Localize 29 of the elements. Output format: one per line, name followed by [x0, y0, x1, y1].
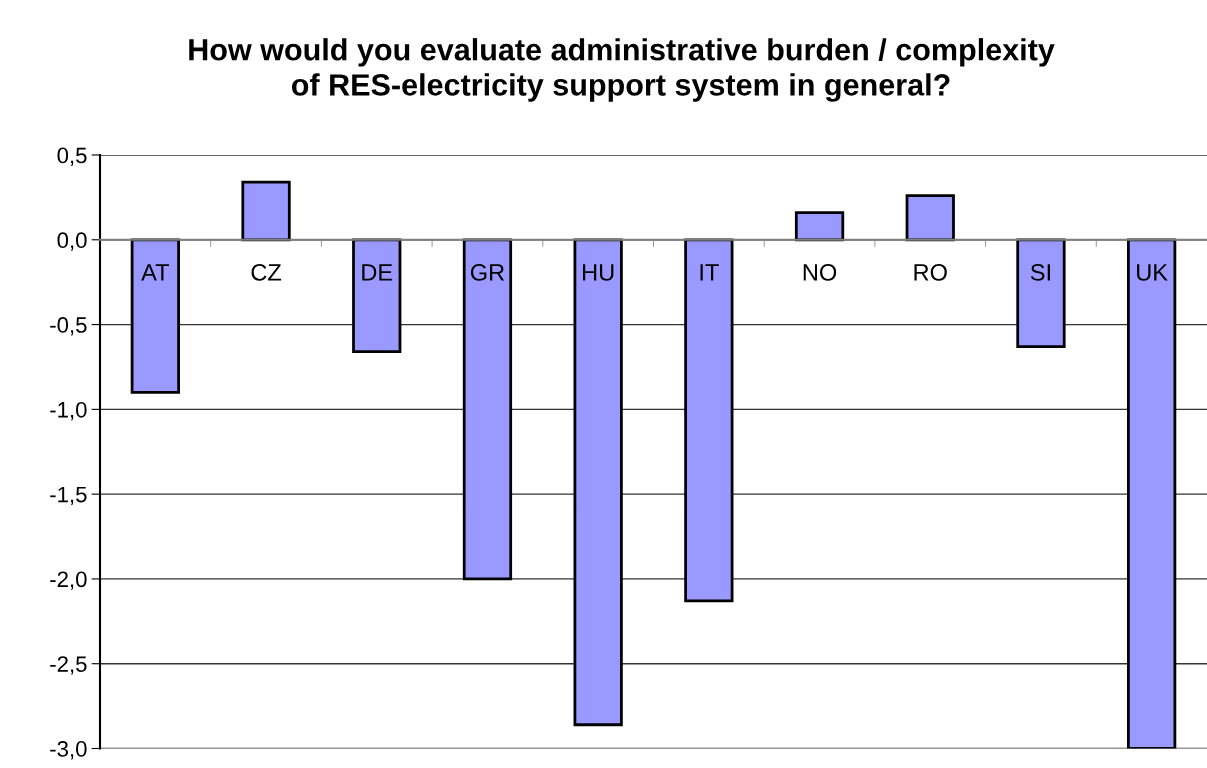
y-tick-label: 0,0: [57, 232, 87, 251]
y-tick-label: -0,5: [50, 317, 87, 336]
bar: [130, 238, 180, 394]
y-tick-label: -1,5: [50, 486, 87, 506]
x-tick-label: AT: [141, 264, 170, 281]
y-tick-label: -3,0: [50, 741, 87, 760]
chart-title: How would you evaluate administrative burden / complexity of RES-electricity support system in general?: [189, 38, 1055, 102]
y-tick-label: -1,0: [50, 401, 87, 421]
y-tick-label: 0,5: [57, 147, 87, 166]
bar: [573, 238, 623, 727]
y-tick-label: -2,0: [50, 571, 87, 590]
x-tick-label: DE: [362, 264, 393, 281]
y-tick-label: -2,5: [50, 656, 87, 675]
x-tick-label: HU: [583, 264, 614, 281]
bar: [352, 238, 402, 354]
bar: [1127, 238, 1177, 749]
bar: [684, 238, 734, 603]
bar: [241, 180, 291, 242]
x-tick-label: NO: [803, 264, 837, 281]
x-tick-label: CZ: [251, 264, 282, 281]
bar: [905, 194, 955, 242]
x-tick-label: GR: [470, 264, 505, 281]
x-tick-label: UK: [1137, 264, 1168, 281]
x-tick-label: SI: [1030, 264, 1050, 281]
bar: [794, 211, 845, 242]
bar: [462, 238, 513, 581]
bar: [1016, 238, 1066, 349]
x-tick-label: IT: [700, 264, 719, 281]
x-tick-label: RO: [914, 264, 947, 281]
